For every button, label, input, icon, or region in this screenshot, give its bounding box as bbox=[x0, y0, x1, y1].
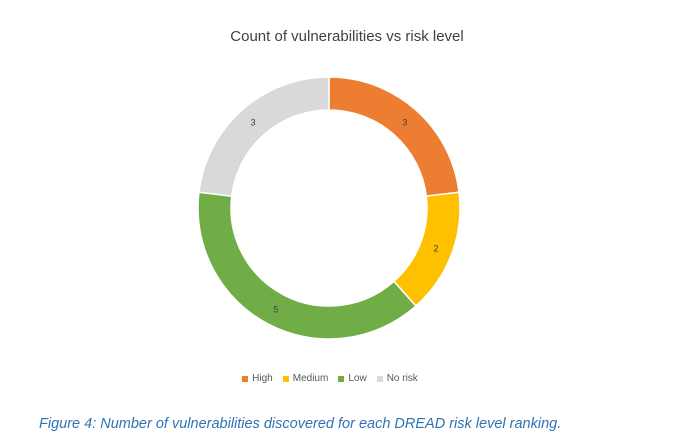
donut-slice-low bbox=[197, 191, 417, 340]
donut-slice-no-risk bbox=[198, 76, 330, 198]
chart-legend: High Medium Low No risk bbox=[0, 373, 660, 384]
legend-item-medium: Medium bbox=[282, 373, 329, 384]
chart-title: Count of vulnerabilities vs risk level bbox=[230, 28, 464, 45]
data-label-low: 5 bbox=[273, 304, 278, 314]
data-label-no-risk: 3 bbox=[251, 117, 256, 127]
figure-caption: Figure 4: Number of vulnerabilities disc… bbox=[39, 416, 562, 432]
chart-area: Count of vulnerabilities vs risk level 3… bbox=[0, 28, 660, 384]
data-label-medium: 2 bbox=[434, 244, 439, 254]
donut-slice-medium bbox=[392, 191, 461, 308]
legend-label: Low bbox=[348, 373, 367, 384]
legend-item-high: High bbox=[242, 373, 273, 384]
donut-chart: 3 2 5 3 bbox=[197, 76, 461, 340]
legend-label: Medium bbox=[292, 373, 329, 384]
legend-label: High bbox=[252, 373, 273, 384]
legend-swatch bbox=[338, 375, 345, 382]
legend-swatch bbox=[242, 375, 249, 382]
donut-slice-high bbox=[328, 76, 460, 198]
legend-swatch bbox=[282, 375, 289, 382]
data-label-high: 3 bbox=[402, 117, 407, 127]
legend-item-no-risk: No risk bbox=[376, 373, 418, 384]
legend-item-low: Low bbox=[338, 373, 367, 384]
legend-label: No risk bbox=[386, 373, 418, 384]
legend-swatch bbox=[376, 375, 383, 382]
